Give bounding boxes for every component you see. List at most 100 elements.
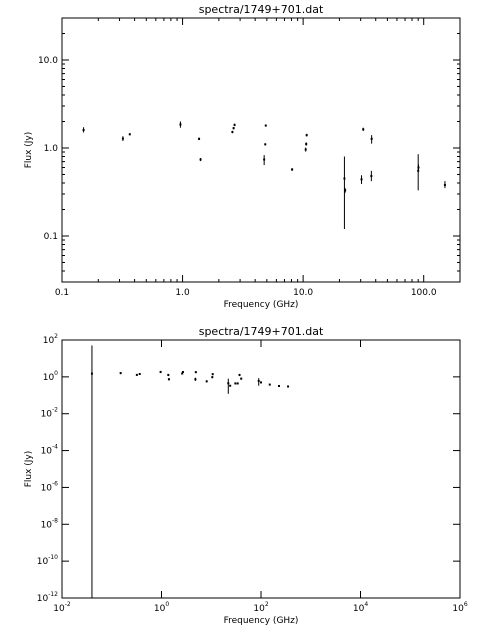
- y-tick-label: 10-6: [41, 480, 59, 493]
- point-marker: [417, 166, 420, 169]
- data-point: [199, 157, 202, 162]
- data-point: [181, 371, 184, 374]
- data-point: [344, 188, 347, 193]
- point-marker: [159, 370, 162, 373]
- x-tick-label: 100: [154, 601, 169, 614]
- x-tick-label: 100.0: [411, 288, 437, 298]
- top-chart: spectra/1749+701.dat 0.1 1.0 10.0 100.0 0.1 1.…: [24, 3, 461, 310]
- chart-title: spectra/1749+701.dat: [199, 3, 324, 16]
- y-tick-label-exponent: -12: [48, 591, 58, 598]
- point-marker: [232, 127, 235, 130]
- y-tick-label: 100: [43, 370, 58, 383]
- data-point: [263, 155, 266, 166]
- point-marker: [344, 189, 347, 192]
- point-marker: [236, 382, 239, 385]
- point-marker: [287, 385, 290, 388]
- y-tick-label-base: 10: [41, 447, 53, 457]
- data-point: [233, 123, 236, 127]
- y-tick-label-base: 10: [37, 594, 49, 604]
- point-marker: [179, 123, 182, 126]
- point-marker: [167, 378, 170, 381]
- y-tick-label-base: 10: [41, 520, 53, 530]
- data-point: [370, 170, 373, 182]
- data-point: [194, 371, 197, 374]
- x-tick-label: 102: [253, 601, 268, 614]
- y-tick-label-exponent: 2: [54, 333, 58, 340]
- point-marker: [199, 158, 202, 161]
- y-tick-label-base: 10: [43, 336, 55, 346]
- point-marker: [231, 130, 234, 133]
- y-tick-label: 10-10: [37, 554, 58, 567]
- point-marker: [370, 175, 373, 178]
- point-marker: [194, 371, 197, 374]
- y-tick-label-exponent: -10: [48, 554, 58, 561]
- point-marker: [234, 382, 237, 385]
- point-marker: [305, 134, 308, 137]
- data-point: [260, 381, 262, 384]
- x-tick-label: 106: [452, 601, 467, 614]
- point-marker: [211, 373, 214, 376]
- data-point: [304, 147, 307, 152]
- data-point: [287, 385, 290, 388]
- point-marker: [82, 129, 85, 132]
- plot-frame: [61, 339, 461, 599]
- y-tick-label: 10-4: [41, 444, 59, 457]
- point-marker: [305, 142, 308, 145]
- data-point: [179, 121, 182, 128]
- y-tick-label: 10-8: [41, 517, 59, 530]
- point-marker: [257, 379, 260, 382]
- data-point: [194, 377, 197, 381]
- x-axis-label: Frequency (GHz): [224, 300, 299, 310]
- data-point: [211, 373, 214, 376]
- data-point: [198, 137, 201, 141]
- y-tick-label-base: 10: [37, 557, 49, 567]
- x-tick-label-base: 10: [53, 604, 65, 614]
- y-tick-label: 1.0: [44, 144, 59, 154]
- x-tick-label: 10.0: [293, 288, 313, 298]
- data-point: [264, 143, 267, 146]
- y-tick-label-exponent: -6: [52, 480, 58, 487]
- point-marker: [260, 381, 262, 384]
- y-tick-label: 0.1: [44, 232, 58, 242]
- x-tick-label-exponent: 0: [165, 601, 169, 608]
- point-marker: [263, 158, 266, 161]
- data-point: [305, 142, 308, 146]
- y-tick-label: 102: [43, 333, 58, 346]
- point-marker: [362, 128, 365, 131]
- x-tick-label-exponent: 4: [364, 601, 368, 608]
- x-tick-label-base: 10: [353, 604, 365, 614]
- point-marker: [205, 380, 208, 383]
- data-point: [305, 133, 308, 137]
- y-tick-label-exponent: -2: [52, 407, 58, 414]
- point-marker: [264, 143, 267, 146]
- x-tick-label-exponent: 6: [464, 601, 468, 608]
- x-tick-label-base: 10: [154, 604, 166, 614]
- point-marker: [343, 177, 346, 180]
- y-tick-label-exponent: -8: [52, 517, 58, 524]
- data-point: [236, 382, 239, 385]
- data-point: [257, 378, 260, 386]
- data-point: [268, 383, 271, 386]
- x-tick-label: 1.0: [175, 288, 190, 298]
- data-point: [370, 135, 373, 144]
- data-point: [443, 181, 446, 189]
- data-point: [343, 156, 346, 230]
- point-marker: [304, 148, 307, 151]
- point-marker: [135, 373, 138, 376]
- x-tick-label-base: 10: [253, 604, 265, 614]
- data-point: [360, 175, 363, 184]
- x-tick-label-exponent: -2: [65, 601, 71, 608]
- point-marker: [240, 377, 243, 380]
- point-marker: [90, 372, 93, 375]
- x-tick-label-base: 10: [452, 604, 464, 614]
- point-marker: [138, 372, 141, 375]
- data-point: [417, 164, 420, 171]
- data-point: [277, 384, 280, 387]
- data-point: [138, 372, 141, 375]
- point-marker: [181, 372, 184, 375]
- y-tick-label: 10-2: [41, 407, 59, 420]
- y-axis-label: Flux (Jy): [24, 451, 34, 488]
- data-point: [205, 380, 208, 383]
- y-tick-label-base: 10: [43, 373, 55, 383]
